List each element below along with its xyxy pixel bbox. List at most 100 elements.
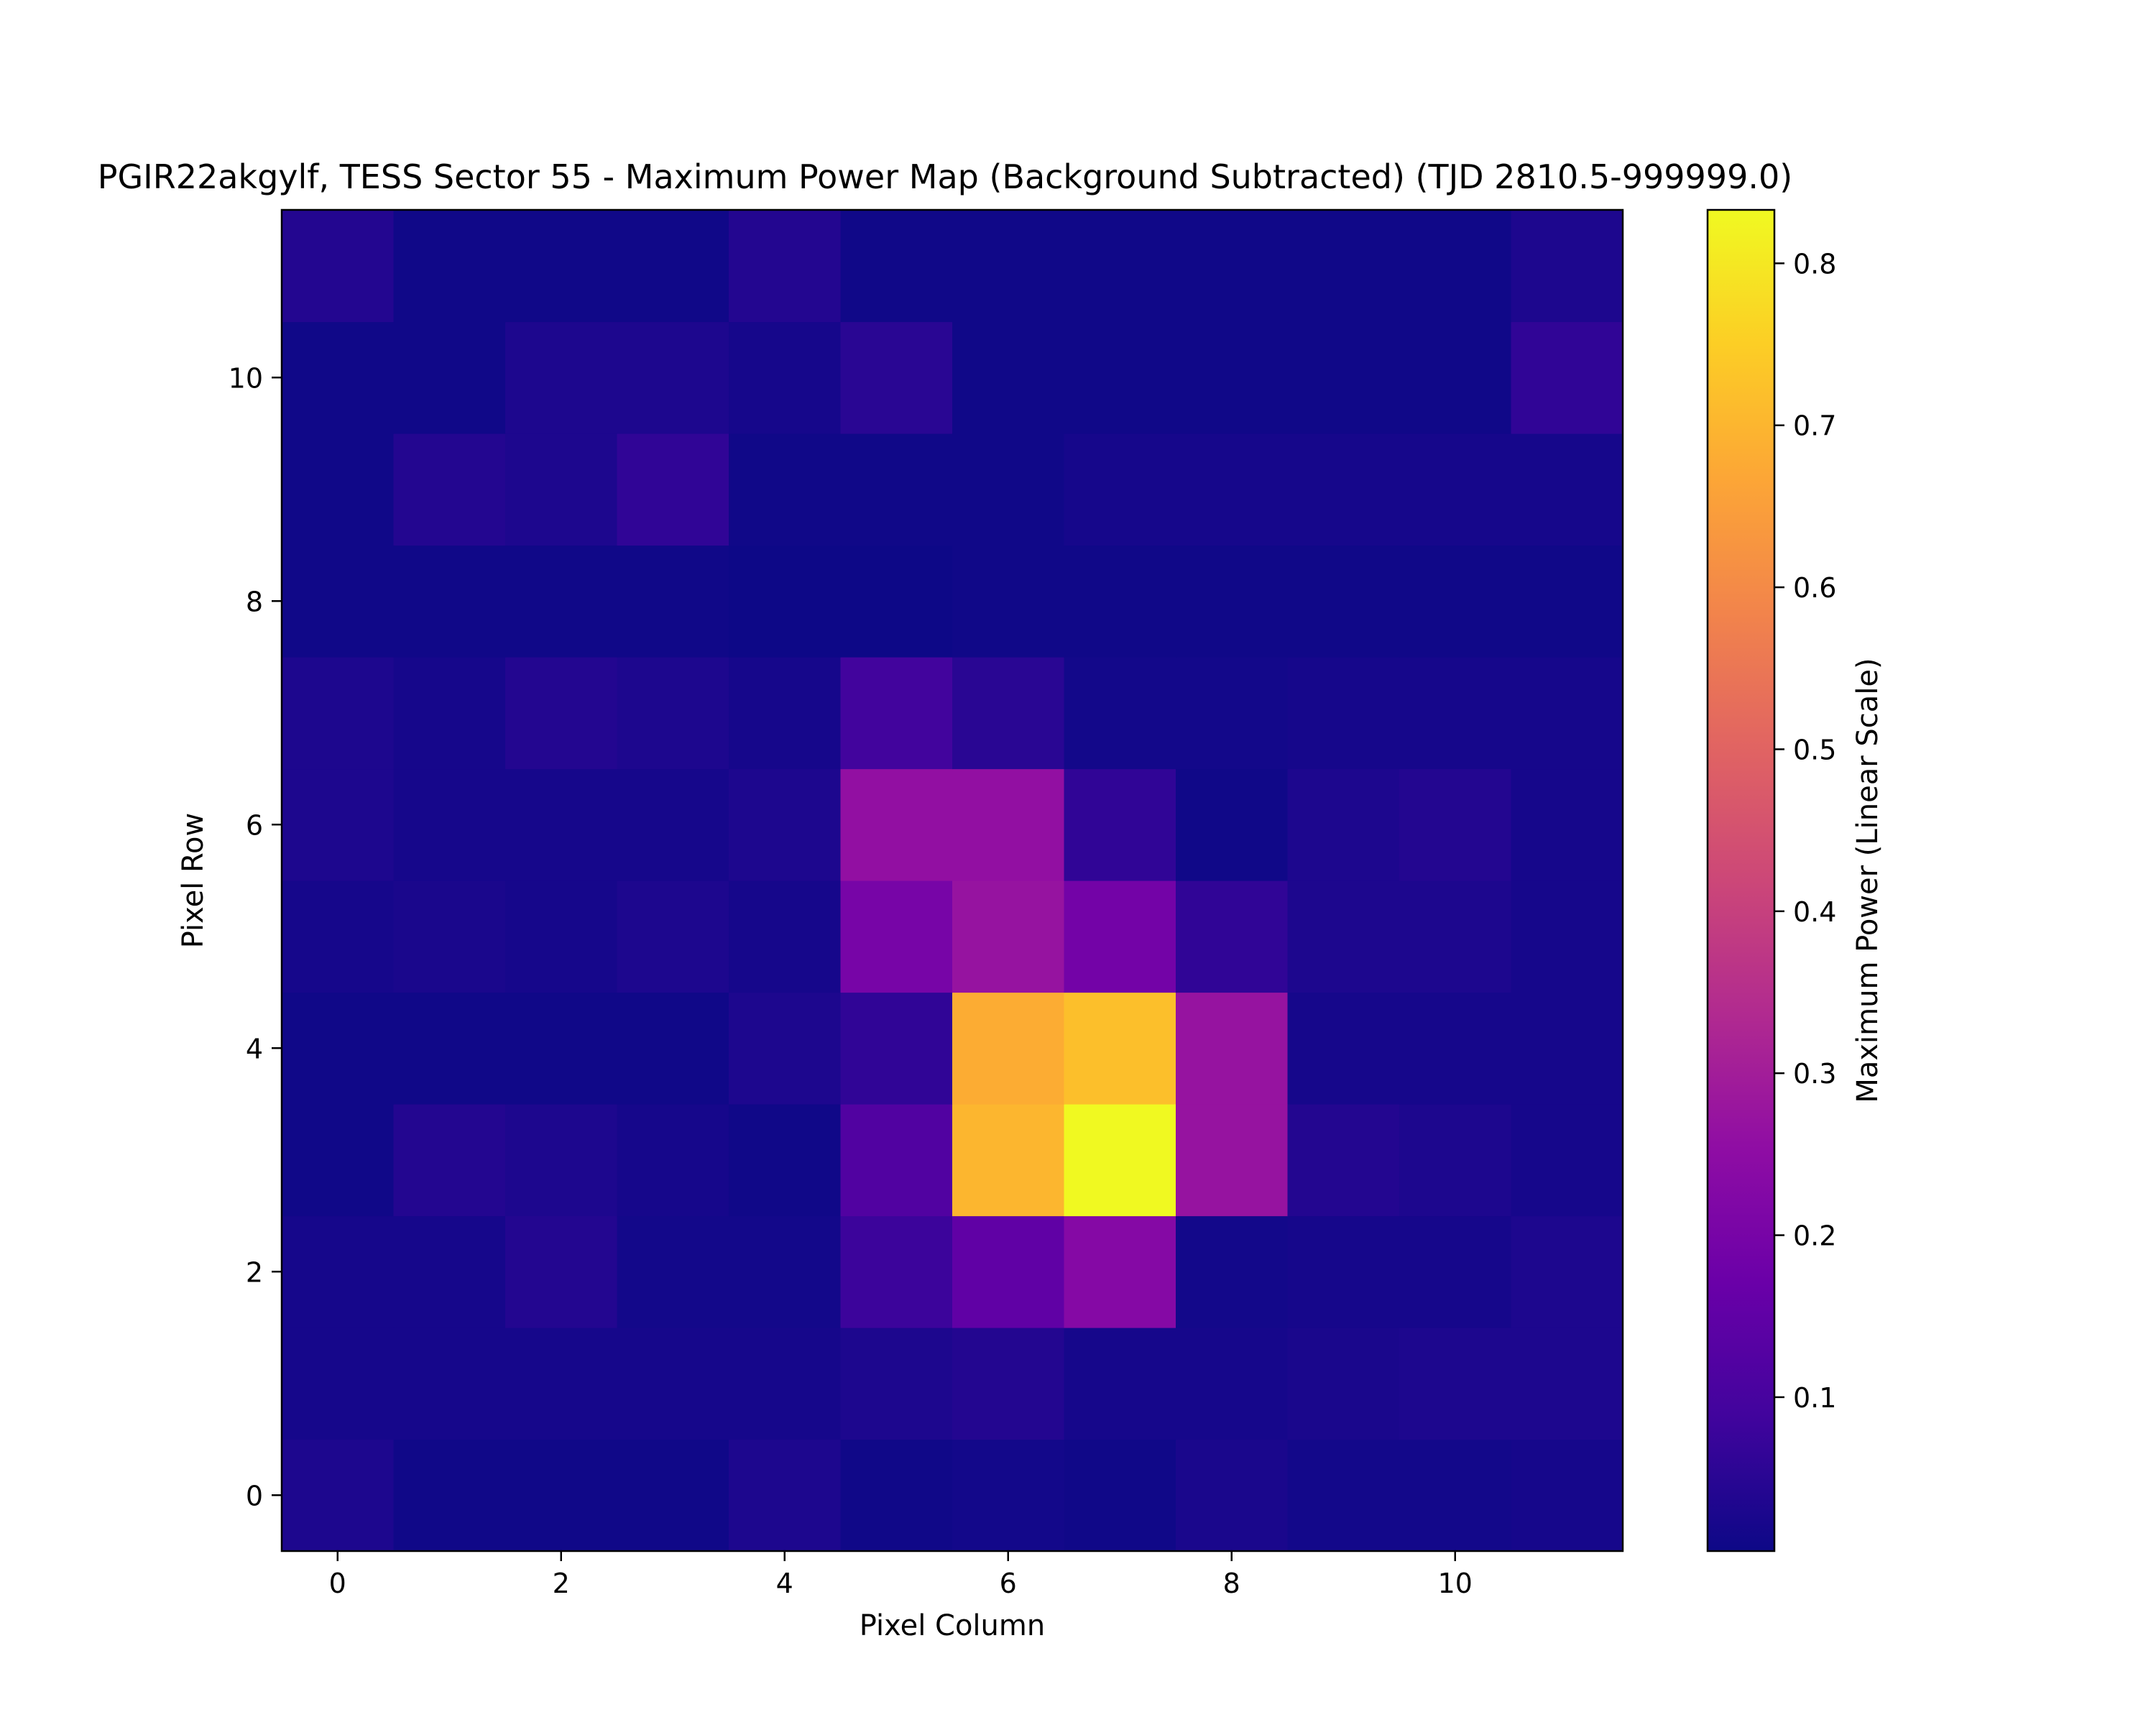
heatmap-cell xyxy=(505,768,618,881)
heatmap-cell xyxy=(1064,992,1176,1105)
heatmap-cell xyxy=(393,433,506,546)
heatmap-cell xyxy=(1287,1215,1400,1328)
plot-frame xyxy=(280,208,1624,1552)
heatmap-cell xyxy=(1511,210,1623,323)
heatmap-cell xyxy=(1399,880,1512,993)
heatmap-cell xyxy=(617,433,729,546)
heatmap-cell xyxy=(282,992,395,1105)
heatmap-cell xyxy=(1176,1328,1289,1440)
colorbar-tick-label: 0.7 xyxy=(1793,410,1836,442)
heatmap-cell xyxy=(617,880,729,993)
heatmap-cell xyxy=(1176,433,1289,546)
heatmap-cell xyxy=(1399,1328,1512,1440)
heatmap-cell xyxy=(729,1328,842,1440)
heatmap-cell xyxy=(505,545,618,658)
heatmap-cell xyxy=(729,1104,842,1217)
heatmap-cell xyxy=(729,321,842,434)
y-tick-label: 2 xyxy=(246,1256,263,1288)
heatmap-cell xyxy=(505,992,618,1105)
heatmap-cell xyxy=(1511,321,1623,434)
heatmap-cell xyxy=(282,545,395,658)
heatmap-cell xyxy=(1399,210,1512,323)
heatmap-cell xyxy=(952,768,1065,881)
heatmap-cell xyxy=(1176,768,1289,881)
heatmap-cell xyxy=(1287,1439,1400,1552)
heatmap-cell xyxy=(1287,545,1400,658)
heatmap-cell xyxy=(729,992,842,1105)
heatmap-cell xyxy=(505,1104,618,1217)
heatmap-cell xyxy=(393,657,506,770)
x-tick-label: 6 xyxy=(1000,1568,1017,1599)
y-tick-label: 10 xyxy=(229,362,263,394)
heatmap-cell xyxy=(1399,1215,1512,1328)
heatmap-cell xyxy=(1176,880,1289,993)
heatmap-cell xyxy=(952,210,1065,323)
x-tick-label: 8 xyxy=(1223,1568,1240,1599)
colorbar-tick-label: 0.1 xyxy=(1793,1382,1836,1414)
heatmap-cell xyxy=(1064,210,1176,323)
heatmap-cell xyxy=(840,1215,953,1328)
y-tick-label: 8 xyxy=(246,586,263,617)
heatmap-cell xyxy=(393,768,506,881)
colorbar-tick-label: 0.2 xyxy=(1793,1220,1836,1252)
y-axis-ticks: 0 2 4 6 8 10 xyxy=(229,362,282,1512)
heatmap-cell xyxy=(1287,880,1400,993)
x-tick-label: 2 xyxy=(553,1568,570,1599)
heatmap-cell xyxy=(840,433,953,546)
heatmap-cell xyxy=(1399,321,1512,434)
heatmap-cell xyxy=(1511,657,1623,770)
x-axis-label: Pixel Column xyxy=(860,1609,1045,1642)
heatmap-cell xyxy=(1176,545,1289,658)
heatmap-cell xyxy=(617,545,729,658)
heatmap-cell xyxy=(1511,433,1623,546)
heatmap-cell xyxy=(1064,1215,1176,1328)
heatmap-cell xyxy=(1511,1439,1623,1552)
heatmap-cell xyxy=(1399,657,1512,770)
heatmap-cell xyxy=(1399,433,1512,546)
heatmap-cell xyxy=(840,321,953,434)
heatmap-cell xyxy=(282,433,395,546)
heatmap-cell xyxy=(952,1104,1065,1217)
heatmap-cell xyxy=(840,880,953,993)
colorbar-tick-label: 0.8 xyxy=(1793,248,1836,280)
heatmap-cell xyxy=(393,1104,506,1217)
x-axis-ticks: 0 2 4 6 8 10 xyxy=(329,1551,1473,1599)
heatmap-cell xyxy=(1064,1104,1176,1217)
heatmap-cell xyxy=(505,880,618,993)
heatmap-cell xyxy=(1511,1215,1623,1328)
heatmap-cell xyxy=(729,1215,842,1328)
x-tick-label: 10 xyxy=(1438,1568,1473,1599)
heatmap-cell xyxy=(617,1215,729,1328)
heatmap-cell xyxy=(1287,1328,1400,1440)
heatmap-cell xyxy=(617,1104,729,1217)
heatmap-cell xyxy=(617,1439,729,1552)
heatmap-cell xyxy=(282,1328,395,1440)
heatmap-cell xyxy=(1399,545,1512,658)
heatmap-cell xyxy=(729,433,842,546)
heatmap-cell xyxy=(505,1215,618,1328)
heatmap-cell xyxy=(1064,657,1176,770)
heatmap-cell xyxy=(729,210,842,323)
heatmap-cell xyxy=(393,1439,506,1552)
heatmap-cell xyxy=(617,657,729,770)
heatmap-cell xyxy=(1064,321,1176,434)
heatmap-cell xyxy=(952,657,1065,770)
heatmap-cell xyxy=(617,210,729,323)
heatmap-cell xyxy=(1176,1104,1289,1217)
heatmap-cell xyxy=(729,768,842,881)
y-tick-label: 0 xyxy=(246,1480,263,1512)
heatmap-cell xyxy=(1287,321,1400,434)
heatmap-cell xyxy=(505,657,618,770)
heatmap-cell xyxy=(282,210,395,323)
heatmap-cell xyxy=(1287,1104,1400,1217)
heatmap-cell xyxy=(1176,1215,1289,1328)
heatmap-cell xyxy=(840,1439,953,1552)
heatmap-cell xyxy=(393,545,506,658)
colorbar-tick-label: 0.6 xyxy=(1793,572,1836,604)
heatmap-cell xyxy=(393,210,506,323)
heatmap-cell xyxy=(282,880,395,993)
heatmap-cell xyxy=(840,1104,953,1217)
heatmap-cell xyxy=(952,545,1065,658)
heatmap-cell xyxy=(840,768,953,881)
